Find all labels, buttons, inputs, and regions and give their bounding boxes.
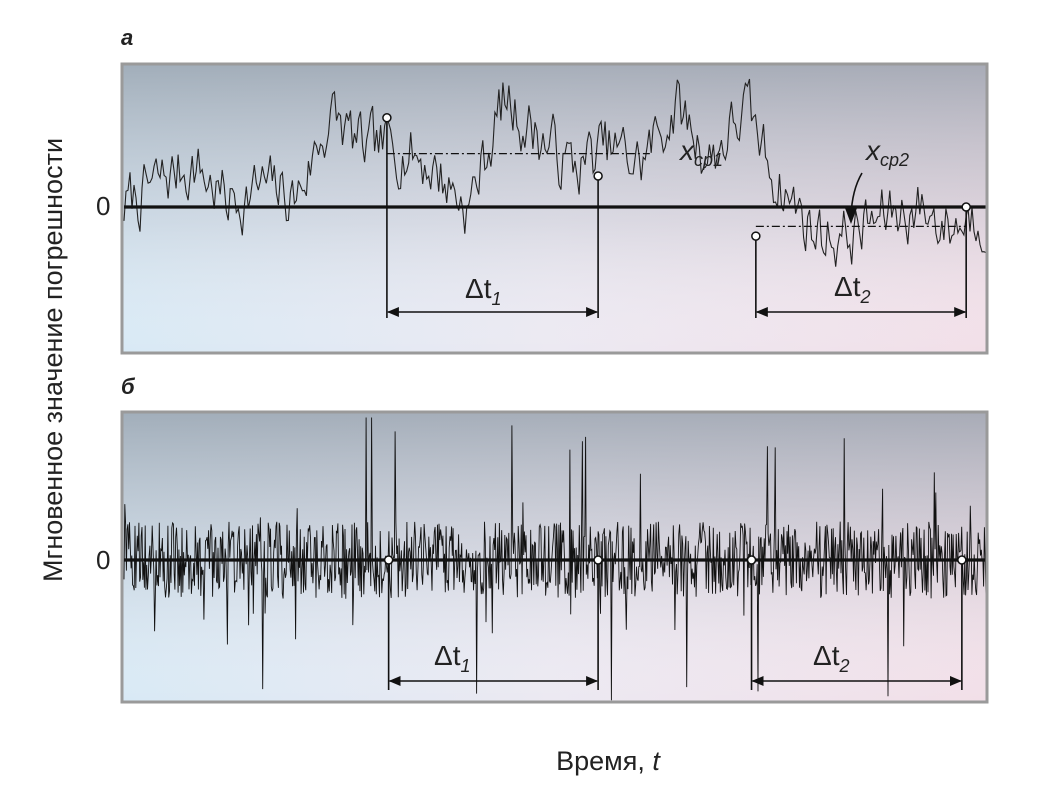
interval-b2-label: Δt2 [813,640,850,676]
panel-a-zero-label: 0 [96,191,110,221]
mean-2-subscript: ср2 [880,150,909,170]
mean-2-pointer-head [845,208,857,224]
mean-2-label: xср2 [864,135,909,170]
panel-b-shade [122,412,987,702]
interval-a2-subscript: 2 [859,287,870,307]
panel-a-marks [123,78,987,318]
interval-a1-end-marker [593,171,603,181]
panel-b-label: б [121,374,136,399]
panel-b-marks [123,417,987,701]
panel-a-frame [120,62,989,355]
panel-b: б 0 Δt1 Δt2 [96,374,989,704]
panel-b-zero-label: 0 [96,545,110,575]
interval-a2-end-marker [961,202,971,212]
x-axis-title-var: t [652,746,661,776]
interval-b1-end-marker [593,555,603,565]
interval-a1-subscript: 1 [491,289,501,309]
x-axis-title: Время, t [556,746,661,776]
interval-b1-symbol: Δt [434,640,461,671]
panel-b-signal-line [123,417,987,701]
panel-a-label: а [121,25,133,50]
interval-a2-label: Δt2 [834,271,871,307]
panel-a-signal-line [123,78,987,267]
mean-1-label: xср1 [678,135,723,170]
mean-1-symbol: x [678,135,695,166]
interval-a1-label: Δt1 [465,273,502,309]
mean-2-symbol: x [864,135,881,166]
panel-a: а 0 xср1 xср2 Δt1 Δt2 [96,25,989,355]
x-axis-title-text: Время, [556,746,652,776]
panel-b-frame [120,410,989,704]
interval-b2-end-marker [957,555,967,565]
interval-b2-subscript: 2 [838,656,849,676]
y-axis-title: Мгновенное значение погрешности [38,138,68,582]
interval-b1-label: Δt1 [434,640,471,676]
interval-b2-symbol: Δt [813,640,840,671]
mean-1-subscript: ср1 [694,150,723,170]
interval-b1-start-marker [383,555,394,565]
interval-a2-start-marker [751,231,761,241]
interval-a2-symbol: Δt [834,271,861,302]
interval-a1-symbol: Δt [465,273,492,304]
interval-b2-start-marker [746,555,757,565]
interval-b1-subscript: 1 [460,656,470,676]
interval-a1-start-marker [382,113,392,123]
